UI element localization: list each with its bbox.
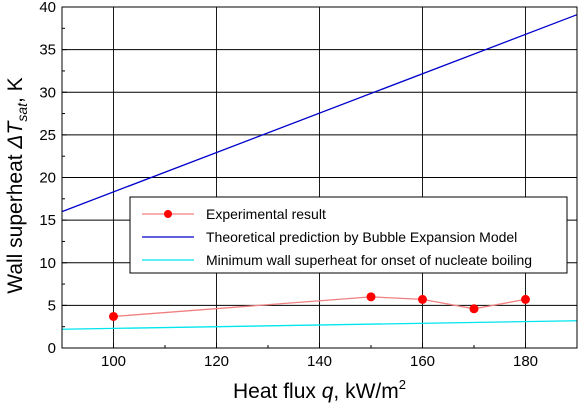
legend: Experimental result Theoretical predicti… bbox=[129, 196, 568, 274]
y-tick-label-30: 30 bbox=[39, 84, 56, 101]
legend-marker-experimental bbox=[164, 210, 172, 218]
y-axis-label: Wall superheat ΔTsat, K bbox=[4, 77, 30, 293]
x-axis-label: Heat flux q, kW/m2 bbox=[233, 377, 406, 403]
y-tick-label-35: 35 bbox=[39, 42, 56, 59]
tick-labels: 100 120 140 160 180 0 5 10 15 20 25 30 35 40 bbox=[39, 0, 538, 370]
data-point-experimental bbox=[418, 294, 427, 304]
series-layer bbox=[61, 14, 578, 330]
x-tick-label-120: 120 bbox=[204, 353, 229, 370]
y-tick-label-0: 0 bbox=[48, 340, 56, 357]
x-tick-label-100: 100 bbox=[101, 353, 126, 370]
legend-item-experimental: Experimental result bbox=[142, 206, 326, 222]
y-tick-label-40: 40 bbox=[39, 0, 56, 16]
data-point-experimental bbox=[521, 294, 530, 304]
series-line-minimum bbox=[61, 320, 578, 330]
y-tick-label-10: 10 bbox=[39, 255, 56, 272]
legend-label-minimum: Minimum wall superheat for onset of nucl… bbox=[206, 252, 532, 268]
legend-label-experimental: Experimental result bbox=[206, 206, 326, 222]
legend-item-minimum: Minimum wall superheat for onset of nucl… bbox=[142, 252, 532, 268]
y-tick-label-25: 25 bbox=[39, 127, 56, 144]
legend-item-theoretical: Theoretical prediction by Bubble Expansi… bbox=[142, 229, 517, 245]
y-tick-label-15: 15 bbox=[39, 212, 56, 229]
legend-box bbox=[129, 196, 568, 274]
data-point-experimental bbox=[469, 304, 479, 314]
tick-marks bbox=[61, 6, 578, 349]
y-tick-label-20: 20 bbox=[39, 170, 56, 187]
data-point-experimental bbox=[366, 292, 376, 302]
x-tick-label-180: 180 bbox=[513, 353, 538, 370]
data-point-experimental bbox=[109, 311, 118, 321]
series-line-theoretical bbox=[61, 14, 578, 213]
x-tick-label-160: 160 bbox=[410, 353, 435, 370]
grid-lines bbox=[62, 7, 577, 348]
x-tick-label-140: 140 bbox=[307, 353, 332, 370]
legend-label-theoretical: Theoretical prediction by Bubble Expansi… bbox=[206, 229, 517, 245]
y-tick-label-5: 5 bbox=[48, 297, 56, 314]
